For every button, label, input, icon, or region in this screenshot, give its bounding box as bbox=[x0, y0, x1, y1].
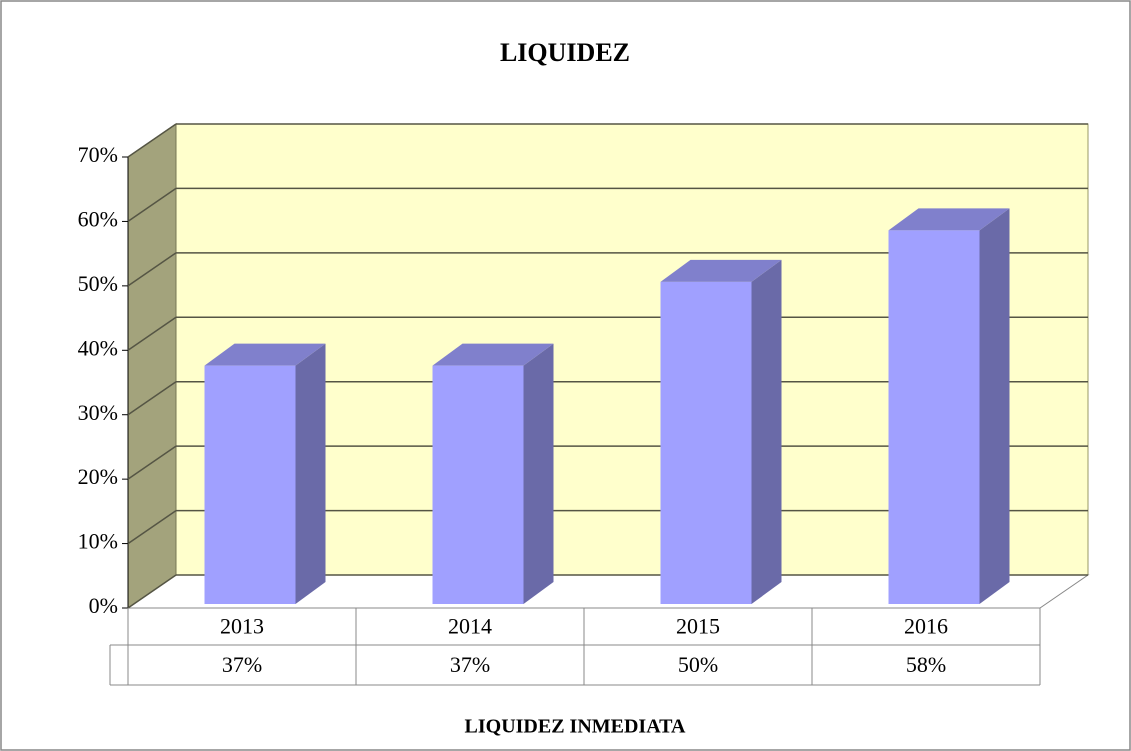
grid-line bbox=[127, 381, 177, 416]
bar bbox=[888, 208, 1010, 605]
bar-side bbox=[523, 343, 554, 604]
grid-line bbox=[127, 445, 177, 480]
bar-side bbox=[751, 259, 782, 604]
y-tick-label: 60% bbox=[78, 206, 118, 231]
bar bbox=[660, 259, 782, 604]
bar-front bbox=[432, 365, 524, 604]
y-tick-label: 40% bbox=[78, 335, 118, 360]
bar-front bbox=[204, 365, 296, 604]
y-tick-label: 50% bbox=[78, 271, 118, 296]
data-label: 58% bbox=[906, 652, 946, 677]
bar-front bbox=[888, 230, 980, 605]
data-label: 37% bbox=[450, 652, 490, 677]
bar-front bbox=[660, 281, 752, 604]
y-tick-label: 70% bbox=[78, 142, 118, 167]
x-tick-label: 2013 bbox=[220, 614, 264, 639]
y-tick-label: 30% bbox=[78, 400, 118, 425]
side-wall bbox=[127, 123, 177, 609]
grid-line bbox=[127, 574, 177, 609]
y-tick-label: 20% bbox=[78, 464, 118, 489]
y-tick-label: 10% bbox=[78, 529, 118, 554]
grid-line bbox=[127, 123, 177, 158]
chart-title: LIQUIDEZ bbox=[500, 38, 630, 67]
bar-top bbox=[660, 259, 782, 282]
data-label: 37% bbox=[222, 652, 262, 677]
x-tick-label: 2015 bbox=[676, 614, 720, 639]
grid-line bbox=[127, 187, 177, 223]
y-tick-label: 0% bbox=[89, 593, 118, 618]
x-tick-label: 2014 bbox=[448, 614, 492, 639]
bar-top bbox=[888, 208, 1010, 231]
bar-top bbox=[432, 343, 554, 366]
grid-line bbox=[127, 316, 177, 351]
x-tick-label: 2016 bbox=[904, 614, 948, 639]
data-label: 50% bbox=[678, 652, 718, 677]
bar bbox=[432, 343, 554, 604]
grid-line bbox=[127, 509, 177, 545]
bar-top bbox=[204, 343, 326, 366]
grid-line bbox=[127, 252, 177, 287]
bar-side bbox=[979, 208, 1010, 605]
bar-side bbox=[295, 343, 326, 604]
x-axis-title: LIQUIDEZ INMEDIATA bbox=[465, 716, 687, 738]
bar bbox=[204, 343, 326, 604]
